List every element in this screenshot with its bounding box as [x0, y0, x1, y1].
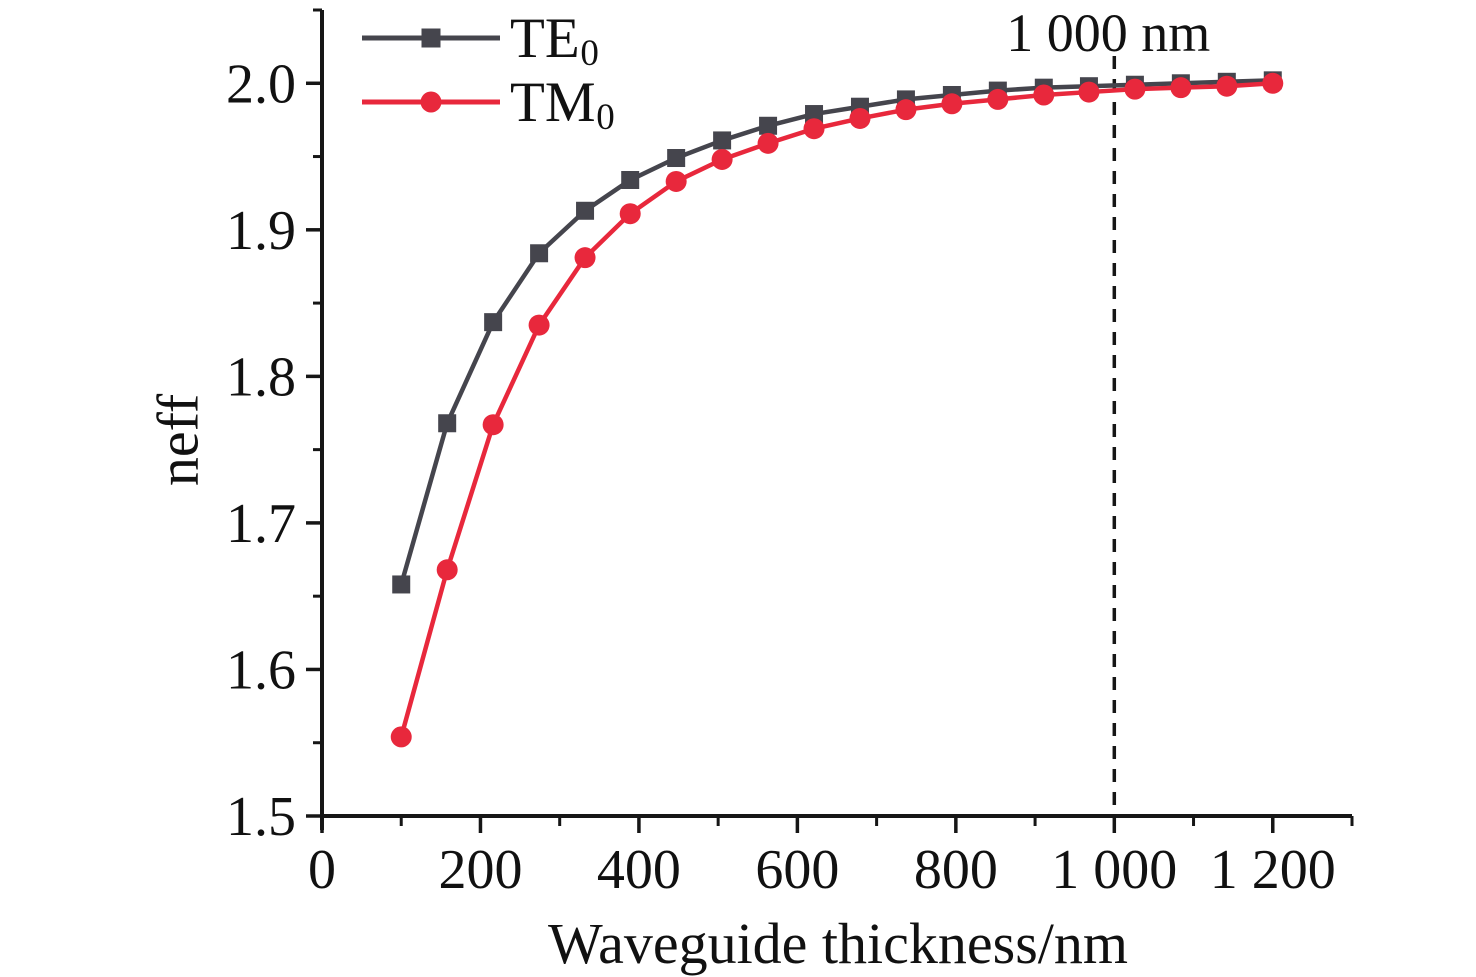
- marker-circle: [390, 726, 412, 748]
- series-tm0: [390, 72, 1284, 748]
- marker-square: [484, 313, 503, 332]
- marker-circle: [941, 93, 963, 115]
- axes: [320, 10, 1352, 830]
- x-tick-label: 1 000: [1051, 839, 1177, 901]
- marker-circle: [757, 132, 779, 154]
- marker-circle: [436, 559, 458, 581]
- legend-item-tm0: TM0: [362, 70, 615, 138]
- marker-square: [713, 131, 732, 150]
- x-tick-label: 1 200: [1210, 839, 1336, 901]
- marker-circle: [849, 107, 871, 129]
- legend-label-te0: TE0: [510, 6, 599, 74]
- marker-square: [438, 414, 457, 433]
- y-tick-label: 1.5: [226, 786, 296, 848]
- marker-circle: [1124, 78, 1146, 100]
- marker-circle: [987, 88, 1009, 110]
- series-te0: [392, 71, 1282, 594]
- marker-circle: [665, 170, 687, 192]
- legend-item-te0: TE0: [362, 6, 614, 74]
- legend-label-tm0: TM0: [510, 70, 615, 138]
- marker-circle: [1216, 75, 1238, 97]
- y-axis-title: neff: [145, 393, 211, 487]
- marker-circle: [619, 203, 641, 225]
- marker-square: [576, 201, 595, 220]
- x-tick-label: 800: [914, 839, 998, 901]
- marker-circle: [528, 314, 550, 336]
- marker-circle: [1033, 84, 1055, 106]
- y-tick-label: 1.8: [226, 346, 296, 408]
- y-tick-label: 2.0: [226, 53, 296, 115]
- marker-square: [805, 105, 824, 124]
- series-line-tm0: [399, 81, 1273, 738]
- marker-circle: [1262, 72, 1284, 94]
- y-axis-ticks: 1.5 1.6 1.7 1.8 1.9 2.0: [226, 8, 322, 848]
- marker-square: [621, 170, 640, 189]
- y-tick-label: 1.6: [226, 639, 296, 701]
- marker-circle: [574, 247, 596, 269]
- marker-circle: [1170, 77, 1192, 99]
- marker-square: [759, 116, 778, 135]
- marker-square: [530, 244, 549, 263]
- marker-circle: [711, 148, 733, 170]
- legend-swatch-tm0: [362, 90, 500, 114]
- x-tick-label: 0: [308, 839, 336, 901]
- y-tick-label: 1.9: [226, 200, 296, 262]
- legend-swatch-te0: [362, 26, 500, 50]
- marker-circle: [482, 414, 504, 436]
- y-tick-label: 1.7: [226, 493, 296, 555]
- x-tick-label: 400: [597, 839, 681, 901]
- x-axis-ticks: 0 200 400 600 800 1 000 1 200: [308, 816, 1354, 901]
- marker-square: [392, 575, 411, 594]
- marker-circle: [1078, 81, 1100, 103]
- legend: TE0 TM0: [362, 6, 615, 138]
- legend-square-marker-icon: [421, 28, 441, 48]
- x-axis-title: Waveguide thickness/nm: [547, 911, 1129, 976]
- annotation-1000nm: 1 000 nm: [1006, 3, 1211, 63]
- marker-square: [667, 149, 686, 168]
- marker-circle: [803, 118, 825, 140]
- marker-circle: [895, 99, 917, 121]
- legend-circle-marker-icon: [420, 91, 442, 113]
- x-tick-label: 200: [438, 839, 522, 901]
- x-tick-label: 600: [755, 839, 839, 901]
